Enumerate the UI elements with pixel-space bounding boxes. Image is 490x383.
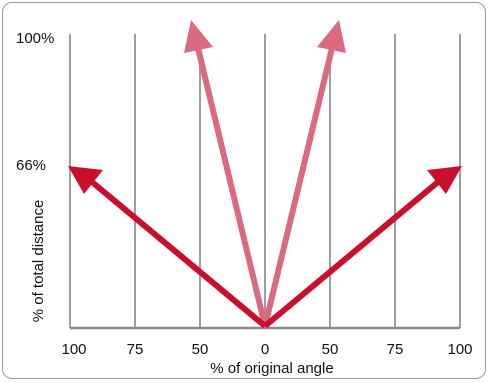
x-axis-label: % of original angle	[210, 360, 333, 377]
x-tick-label: 100	[61, 341, 86, 358]
wide-left-arrow-head	[68, 166, 103, 194]
y-axis-label: % of total distance	[30, 200, 47, 323]
narrow-left-arrow-head	[184, 20, 213, 53]
grid-lines	[69, 34, 461, 328]
wide-right-arrow-shaft	[263, 179, 440, 329]
narrow-right-arrow-shaft	[262, 47, 335, 327]
x-tick-label: 75	[127, 341, 144, 358]
y-tick-label-100: 100%	[16, 30, 54, 47]
x-tick-label: 50	[322, 341, 339, 358]
x-tick-labels: 100 75 50 0 50 75 100	[61, 341, 472, 358]
arrows	[68, 20, 462, 329]
x-tick-label: 75	[387, 341, 404, 358]
wide-left-arrow-shaft	[90, 179, 267, 329]
x-tick-label: 0	[261, 341, 269, 358]
x-tick-label: 100	[447, 341, 472, 358]
y-tick-label-66: 66%	[16, 157, 46, 174]
wide-right-arrow-head	[427, 166, 462, 194]
x-tick-label: 50	[192, 341, 209, 358]
narrow-left-arrow-shaft	[195, 47, 268, 327]
narrow-right-arrow-head	[317, 20, 346, 53]
